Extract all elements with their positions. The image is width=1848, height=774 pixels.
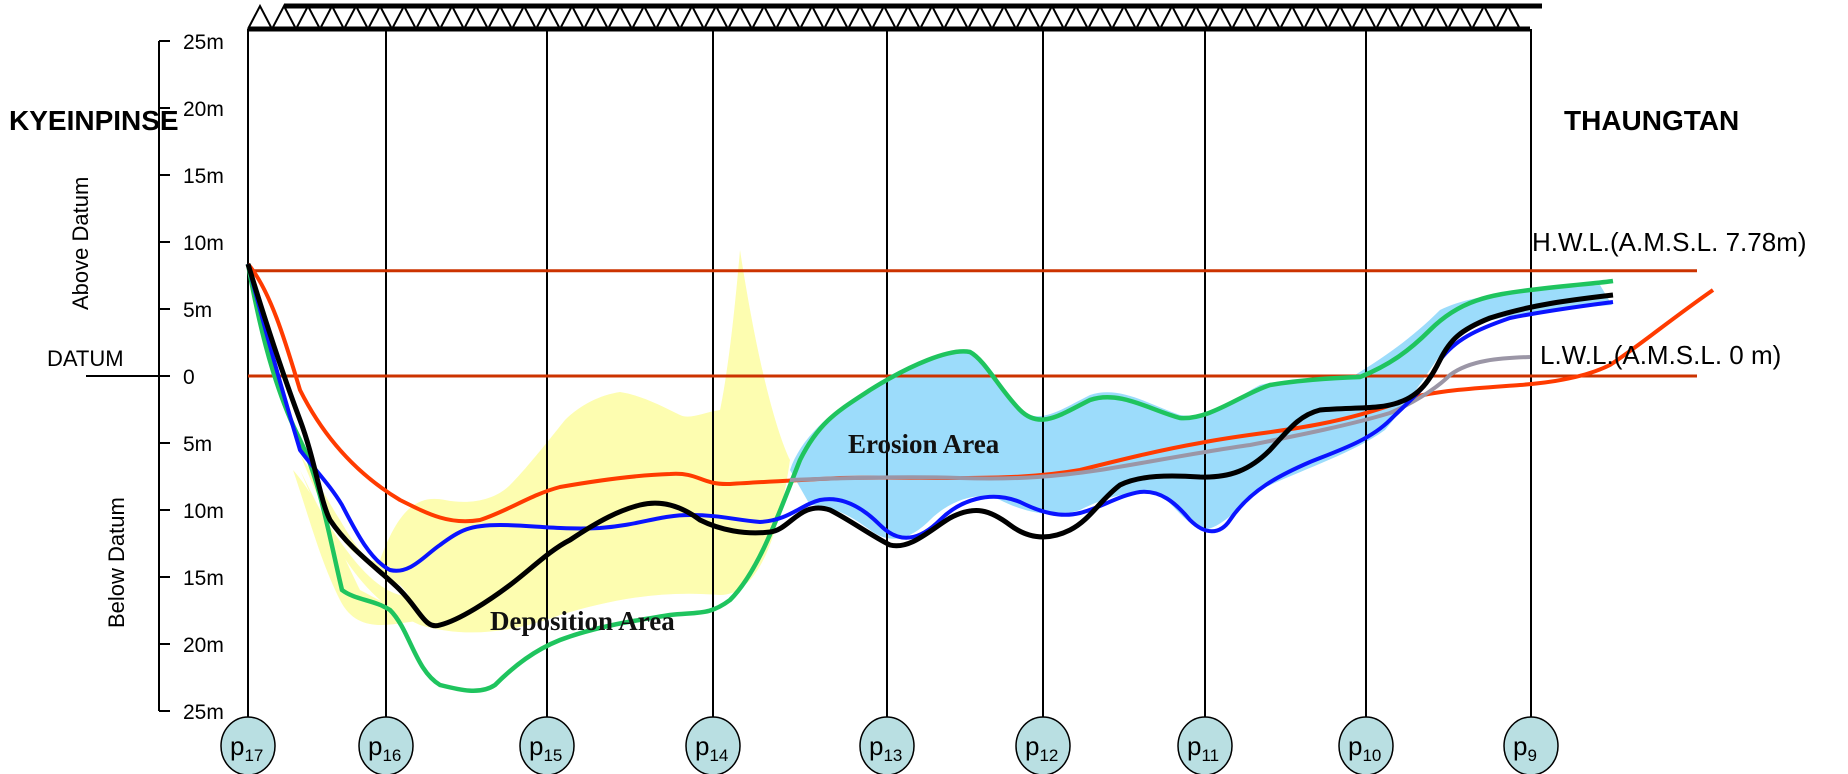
pier-marker-p9: p9 — [1503, 716, 1559, 774]
pier-circle — [1503, 716, 1559, 774]
pier-marker-p16: p16 — [358, 716, 414, 774]
pier-circle — [685, 716, 741, 774]
pier-marker-p15: p15 — [519, 716, 575, 774]
pier-label: p9 — [1513, 731, 1537, 765]
pier-label: p17 — [230, 731, 263, 765]
axis-tick-label: 25m — [183, 701, 224, 724]
axis-tick-label: 20m — [183, 634, 224, 657]
pier-label: p10 — [1348, 731, 1381, 765]
profile-black — [245, 263, 1614, 629]
pier-marker-p14: p14 — [685, 716, 741, 774]
pier-circle — [220, 716, 276, 774]
erosion-area-label: Erosion Area — [848, 429, 1000, 459]
pier-markers: p17 p16 p15 p14 p13 p12 p11 p10 p9 — [220, 716, 1559, 774]
pier-circle — [519, 716, 575, 774]
right-bank-title: THAUNGTAN — [1564, 105, 1739, 136]
above-datum-label: Above Datum — [68, 177, 93, 310]
axis-tick-label: 20m — [183, 98, 224, 121]
deposition-area-label: Deposition Area — [490, 606, 675, 636]
pier-label: p12 — [1025, 731, 1058, 765]
hwl-label: H.W.L.(A.M.S.L. 7.78m) — [1532, 227, 1807, 257]
water-level-lines — [248, 269, 1697, 378]
profile-green — [245, 263, 1614, 693]
axis-tick-label: 0 — [183, 366, 195, 389]
profile-blue — [246, 263, 1614, 573]
pier-marker-p13: p13 — [859, 716, 915, 774]
pier-marker-p11: p11 — [1177, 716, 1233, 774]
axis-tick-label: 15m — [183, 165, 224, 188]
axis-tick-label: 5m — [183, 299, 212, 322]
axis-tick-label: 5m — [183, 433, 212, 456]
vertical-axis: 25m 20m 15m 10m 5m 0 5m 10m 15m 20m 25m — [86, 31, 224, 724]
axis-tick-label: 10m — [183, 500, 224, 523]
pier-marker-p17: p17 — [220, 716, 276, 774]
pier-circle — [358, 716, 414, 774]
left-bank-title: KYEINPINSE — [9, 105, 179, 136]
deposition-area-core — [300, 459, 790, 633]
pier-circle — [1177, 716, 1233, 774]
pier-circle — [1338, 716, 1394, 774]
erosion-area-fill — [790, 285, 1612, 539]
deposition-area-shape — [300, 392, 790, 626]
axis-tick-label: 15m — [183, 567, 224, 590]
pier-circle — [1015, 716, 1071, 774]
pier-circle — [859, 716, 915, 774]
deck-truss — [247, 3, 1521, 32]
profile-gray — [789, 355, 1531, 482]
pier-label: p14 — [695, 731, 728, 765]
pier-marker-p10: p10 — [1338, 716, 1394, 774]
lwl-label: L.W.L.(A.M.S.L. 0 m) — [1540, 340, 1781, 370]
pier-label: p16 — [368, 731, 401, 765]
datum-label: DATUM — [47, 346, 124, 371]
pier-label: p11 — [1187, 731, 1219, 765]
pier-marker-p12: p12 — [1015, 716, 1071, 774]
pier-label: p15 — [529, 731, 562, 765]
axis-tick-label: 10m — [183, 232, 224, 255]
axis-tick-label: 25m — [183, 31, 224, 54]
pier-label: p13 — [869, 731, 902, 765]
bridge-deck — [247, 3, 1542, 32]
below-datum-label: Below Datum — [104, 497, 129, 628]
